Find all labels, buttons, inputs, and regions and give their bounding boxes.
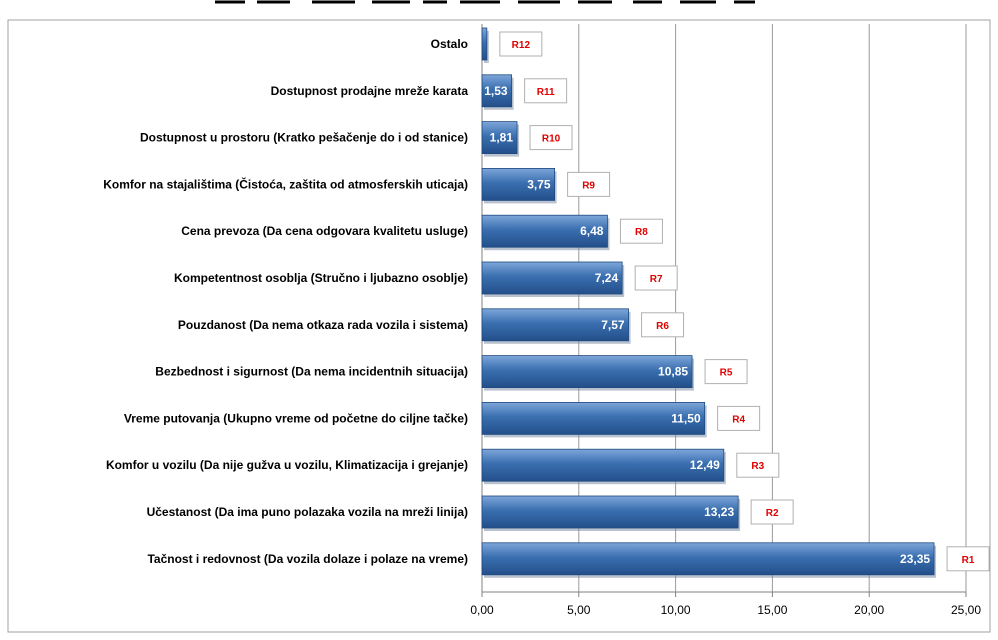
rank-box — [529, 125, 573, 151]
x-tick-label: 5,00 — [567, 603, 591, 617]
category-label: Dostupnost u prostoru (Kratko pešačenje … — [140, 131, 468, 145]
category-label: Dostupnost prodajne mreže karata — [271, 84, 469, 98]
value-label: 12,49 — [690, 458, 720, 472]
bar — [481, 167, 555, 201]
rank-label: R7 — [650, 274, 663, 285]
rank-box — [750, 499, 794, 525]
category-label: Komfor na stajalištima (Čistoća, zaštita… — [103, 176, 468, 191]
rank-label: R2 — [766, 508, 779, 519]
rank-box — [499, 31, 543, 57]
rank-box — [736, 452, 780, 478]
bar — [481, 308, 629, 342]
rank-box — [524, 78, 568, 104]
rank-box — [634, 265, 678, 291]
value-label: 7,24 — [595, 271, 619, 285]
rank-label: R9 — [582, 180, 595, 191]
bar — [481, 355, 693, 389]
rank-label: R8 — [635, 227, 648, 238]
rank-box — [641, 312, 685, 338]
rank-box — [619, 218, 663, 244]
value-label: 6,48 — [580, 224, 604, 238]
value-label: 1,81 — [490, 131, 514, 145]
bars-layer — [481, 27, 937, 578]
x-tick-label: 15,00 — [757, 603, 787, 617]
category-label: Kompetentnost osoblja (Stručno i ljubazn… — [174, 271, 468, 285]
value-label: 10,85 — [658, 365, 688, 379]
rank-label: R6 — [656, 321, 669, 332]
value-label: 13,23 — [704, 505, 734, 519]
rank-label: R5 — [720, 368, 733, 379]
bar — [481, 542, 935, 576]
category-label: Bezbednost i sigurnost (Da nema incident… — [155, 365, 468, 379]
rank-label: R12 — [512, 40, 531, 51]
bar — [481, 214, 608, 248]
rank-label: R10 — [542, 134, 561, 145]
category-label: Komfor u vozilu (Da nije gužva u vozilu,… — [106, 458, 468, 472]
value-label: 11,50 — [671, 411, 701, 425]
bar — [481, 27, 488, 61]
x-tick-label: 0,00 — [470, 603, 494, 617]
rank-box — [717, 405, 761, 431]
labels-layer: 0,00 5,00 10,00 15,00 20,00 25,00 Tačnost i re… — [103, 31, 990, 617]
rank-label: R4 — [732, 414, 745, 425]
bar — [481, 401, 706, 435]
bar — [481, 448, 725, 482]
plot-frame — [7, 19, 991, 633]
category-label: Tačnost i redovnost (Da vozila dolaze i … — [147, 552, 468, 566]
bar — [481, 495, 739, 529]
x-tick-label: 25,00 — [951, 603, 981, 617]
category-label: Pouzdanost (Da nema otkaza rada vozila i… — [178, 318, 468, 332]
x-tick-label: 20,00 — [854, 603, 884, 617]
category-label: Ostalo — [431, 37, 468, 51]
bar — [481, 261, 623, 295]
bar — [481, 121, 518, 154]
bar — [481, 74, 513, 108]
rank-label: R1 — [962, 555, 975, 566]
value-label: 3,75 — [527, 177, 551, 191]
value-label: 1,53 — [484, 84, 508, 98]
grid-layer — [481, 24, 967, 597]
rank-box — [946, 546, 990, 572]
x-tick-label: 10,00 — [661, 603, 691, 617]
value-label: 7,57 — [601, 318, 625, 332]
category-label: Učestanost (Da ima puno polazaka vozila … — [147, 505, 468, 519]
value-label: 23,35 — [900, 552, 930, 566]
rank-label: R11 — [537, 87, 555, 98]
category-label: Vreme putovanja (Ukupno vreme od početne… — [124, 411, 468, 425]
rank-box — [704, 359, 748, 385]
category-label: Cena prevoza (Da cena odgovara kvalitetu… — [181, 224, 468, 238]
rank-box — [567, 171, 611, 197]
rank-label: R3 — [751, 461, 764, 472]
